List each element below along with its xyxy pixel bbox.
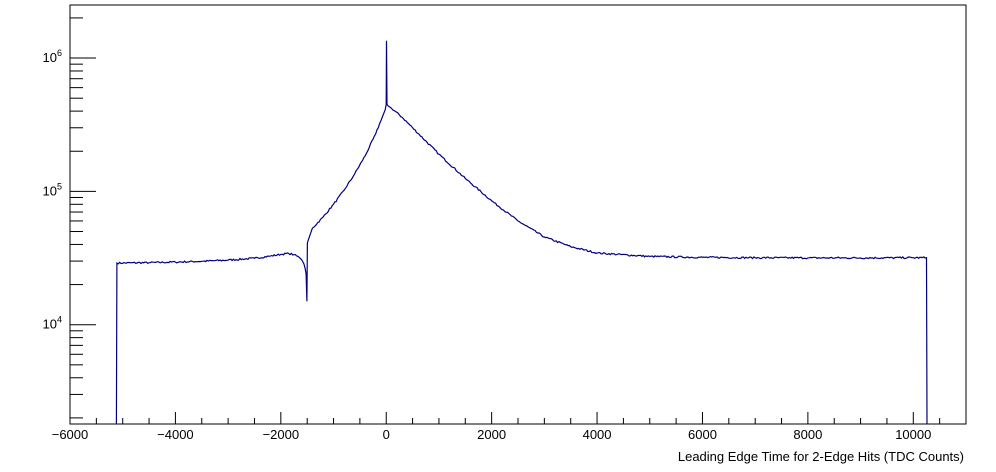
- x-tick-label: 2000: [477, 427, 506, 442]
- y-tick-label: 105: [43, 181, 62, 198]
- x-tick-label: 4000: [583, 427, 612, 442]
- x-tick-label: 6000: [688, 427, 717, 442]
- x-tick-label: −2000: [263, 427, 300, 442]
- y-tick-label: 106: [43, 48, 62, 65]
- x-tick-label: 8000: [793, 427, 822, 442]
- x-tick-label: −4000: [157, 427, 194, 442]
- x-tick-label: 10000: [895, 427, 931, 442]
- histogram-series-line: [115, 40, 928, 425]
- x-tick-label: 0: [383, 427, 390, 442]
- x-tick-label: −6000: [52, 427, 89, 442]
- x-axis-title: Leading Edge Time for 2-Edge Hits (TDC C…: [678, 449, 964, 464]
- x-axis: −6000 −4000 −2000 0 2000 4000 6000 8000 10000: [52, 412, 967, 442]
- plot-frame: [69, 4, 967, 425]
- y-axis: 104 105 106: [43, 17, 96, 419]
- y-tick-label: 104: [43, 315, 62, 332]
